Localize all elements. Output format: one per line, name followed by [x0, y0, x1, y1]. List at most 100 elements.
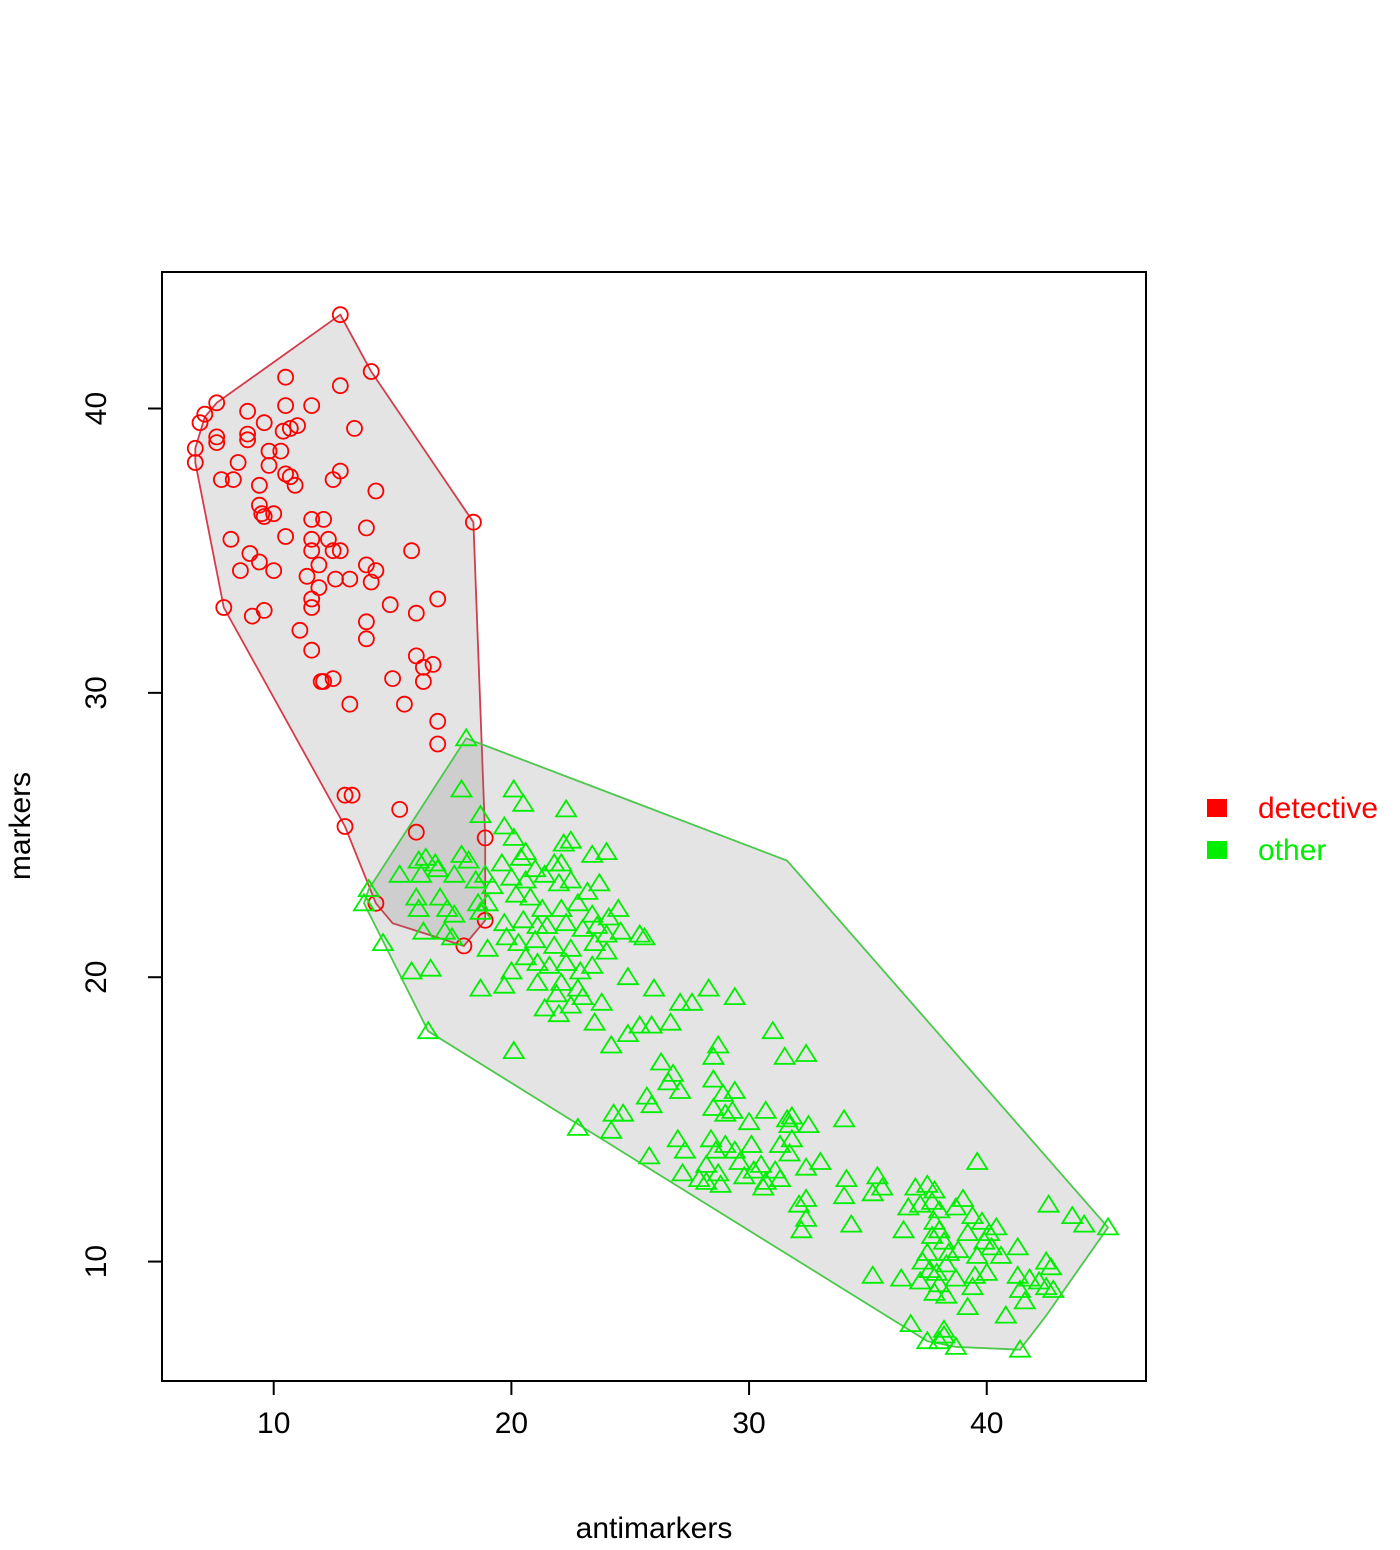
- point-other-4: [554, 798, 578, 818]
- point-other-195: [891, 1219, 916, 1239]
- point-other-235: [932, 1319, 956, 1338]
- point-detective-71: [291, 621, 309, 639]
- point-other-120: [668, 1080, 692, 1099]
- point-detective-23: [229, 454, 247, 471]
- y-tick-label-40: 40: [80, 392, 113, 425]
- point-other-49: [606, 898, 630, 917]
- point-other-199: [932, 1231, 956, 1250]
- point-other-44: [530, 898, 554, 917]
- point-other-117: [649, 1051, 673, 1071]
- point-other-13: [414, 847, 438, 866]
- point-other-173: [861, 1182, 885, 1202]
- point-detective-81: [315, 673, 333, 690]
- point-other-142: [704, 1140, 728, 1159]
- point-other-227: [960, 1276, 985, 1296]
- point-other-153: [727, 1151, 752, 1170]
- point-other-73: [559, 938, 583, 957]
- point-other-28: [473, 864, 497, 883]
- point-other-75: [594, 940, 619, 960]
- point-other-123: [701, 1068, 726, 1088]
- point-other-240: [1008, 1339, 1032, 1358]
- point-other-74: [582, 932, 607, 951]
- point-other-222: [861, 1265, 885, 1284]
- point-detective-69: [243, 607, 261, 625]
- point-other-19: [509, 847, 533, 866]
- point-detective-45: [222, 530, 240, 548]
- point-detective-55: [265, 562, 283, 579]
- point-other-5: [468, 804, 493, 823]
- point-other-64: [628, 923, 652, 943]
- point-other-113: [701, 1046, 726, 1065]
- point-other-109: [416, 1020, 440, 1040]
- point-other-185: [970, 1211, 994, 1230]
- point-detective-68: [407, 604, 425, 622]
- point-detective-51: [250, 553, 268, 571]
- point-other-239: [944, 1336, 968, 1355]
- point-other-15: [423, 852, 447, 872]
- point-other-224: [908, 1270, 932, 1290]
- point-other-130: [754, 1100, 778, 1119]
- point-other-97: [723, 986, 747, 1005]
- x-tick-label-30: 30: [732, 1407, 765, 1440]
- point-detective-94: [455, 937, 473, 955]
- point-other-200: [956, 1222, 980, 1241]
- point-other-134: [796, 1114, 821, 1133]
- point-other-167: [751, 1176, 775, 1196]
- point-other-105: [639, 1014, 664, 1034]
- point-other-32: [533, 864, 557, 883]
- point-detective-85: [429, 735, 447, 753]
- point-other-41: [475, 892, 500, 912]
- legend-swatch-detective: [1207, 799, 1227, 817]
- point-detective-47: [324, 542, 342, 560]
- point-detective-17: [208, 434, 226, 452]
- point-other-87: [525, 972, 550, 991]
- point-other-160: [687, 1168, 711, 1187]
- point-detective-22: [186, 454, 204, 471]
- point-other-65: [632, 926, 657, 946]
- point-other-140: [666, 1128, 690, 1148]
- point-other-229: [922, 1282, 947, 1301]
- point-other-164: [754, 1171, 778, 1190]
- point-detective-59: [341, 570, 359, 588]
- point-detective-79: [414, 673, 432, 690]
- point-detective-27: [281, 468, 299, 486]
- point-detective-48: [331, 542, 349, 560]
- point-detective-72: [357, 630, 375, 648]
- point-other-66: [411, 921, 436, 940]
- point-other-25: [426, 858, 450, 878]
- point-other-29: [480, 875, 505, 895]
- point-other-154: [742, 1159, 766, 1179]
- point-detective-33: [367, 482, 385, 500]
- point-other-108: [680, 992, 704, 1011]
- point-other-234: [899, 1313, 923, 1332]
- point-other-188: [1036, 1194, 1061, 1213]
- point-other-0: [454, 727, 478, 747]
- point-other-191: [1096, 1216, 1120, 1236]
- point-other-119: [656, 1071, 680, 1091]
- point-other-226: [944, 1267, 968, 1287]
- point-detective-87: [343, 786, 361, 804]
- point-detective-35: [253, 505, 271, 523]
- point-other-55: [492, 912, 516, 932]
- point-other-60: [571, 918, 595, 937]
- point-detective-54: [231, 562, 249, 579]
- point-detective-70: [357, 613, 375, 631]
- point-other-37: [357, 878, 381, 897]
- point-other-79: [525, 952, 550, 971]
- point-other-94: [571, 986, 595, 1005]
- point-detective-38: [303, 511, 321, 528]
- point-detective-60: [362, 573, 380, 591]
- point-other-98: [533, 997, 557, 1017]
- point-other-131: [775, 1108, 799, 1128]
- point-other-2: [502, 778, 526, 798]
- point-detective-49: [403, 542, 421, 560]
- point-other-211: [910, 1250, 935, 1270]
- point-other-161: [694, 1171, 718, 1190]
- point-detective-82: [341, 695, 359, 713]
- point-detective-21: [272, 442, 290, 460]
- point-detective-3: [331, 377, 349, 395]
- point-other-96: [697, 977, 721, 997]
- point-other-228: [1008, 1279, 1032, 1298]
- point-other-217: [1006, 1265, 1030, 1284]
- point-other-218: [1017, 1267, 1042, 1287]
